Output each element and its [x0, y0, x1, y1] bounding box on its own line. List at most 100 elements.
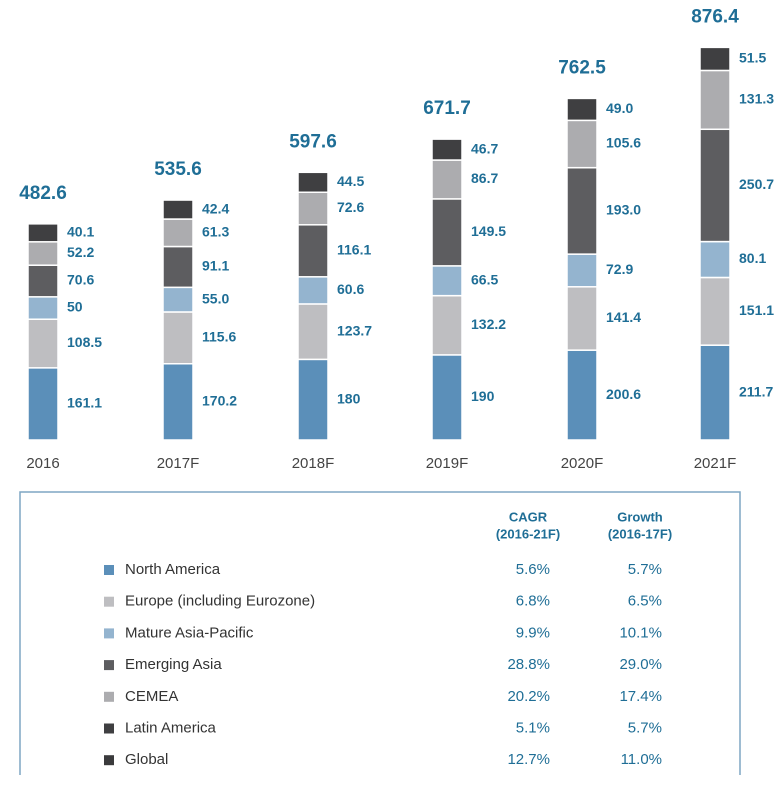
legend-label: Europe (including Eurozone) [125, 593, 315, 610]
data-label: 115.6 [202, 329, 236, 345]
data-label: 46.7 [471, 140, 498, 156]
table-cell: 28.8% [507, 656, 550, 673]
data-label: 131.3 [739, 91, 774, 107]
table-cell: 10.1% [619, 624, 662, 641]
data-label: 66.5 [471, 271, 498, 287]
legend-label: Global [125, 751, 168, 768]
bar-segment [27, 241, 59, 266]
data-label: 250.7 [739, 176, 774, 192]
bar-segment [699, 240, 731, 279]
x-tick-label: 2018F [292, 455, 335, 472]
legend-label: Emerging Asia [125, 656, 222, 673]
data-label: 80.1 [739, 250, 766, 266]
bar-segment [431, 159, 463, 200]
bar-segment [699, 344, 731, 441]
x-tick-label: 2016 [26, 455, 59, 472]
bar-segment [431, 265, 463, 297]
bar-segment [566, 166, 598, 255]
table-cell: 5.6% [516, 561, 550, 578]
data-label: 123.7 [337, 322, 372, 338]
x-tick-label: 2017F [157, 455, 200, 472]
bar-segment [297, 171, 329, 194]
x-tick-label: 2021F [694, 455, 737, 472]
column-header: Growth [617, 509, 663, 524]
data-label: 49.0 [606, 100, 633, 116]
legend-swatch [104, 660, 114, 671]
column-header: CAGR [509, 509, 548, 524]
data-label: 190 [471, 388, 495, 404]
bar-segment [699, 128, 731, 243]
data-label: 44.5 [337, 173, 364, 189]
data-label: 193.0 [606, 202, 641, 218]
table-cell: 11.0% [621, 751, 662, 768]
bar-segment [27, 264, 59, 298]
x-tick-label: 2020F [561, 455, 604, 472]
table-frame [19, 491, 741, 775]
data-label: 40.1 [67, 224, 94, 240]
bar-segment [297, 303, 329, 361]
table-cell: 12.7% [507, 751, 550, 768]
total-label: 535.6 [154, 159, 202, 180]
bar-segment [162, 286, 194, 313]
bar-segment [431, 294, 463, 356]
bar-segment [162, 311, 194, 365]
total-label: 597.6 [289, 131, 337, 152]
table-cell: 6.5% [628, 593, 662, 610]
table-cell: 5.7% [628, 561, 662, 578]
data-label: 72.6 [337, 199, 364, 215]
legend-swatch [104, 628, 114, 639]
bar-segment [566, 253, 598, 288]
data-label: 72.9 [606, 261, 633, 277]
data-label: 132.2 [471, 316, 506, 332]
data-label: 86.7 [471, 170, 498, 186]
bar-segment [297, 191, 329, 226]
data-label: 70.6 [67, 272, 94, 288]
bar-segment [297, 224, 329, 278]
data-label: 108.5 [67, 334, 102, 350]
data-label: 51.5 [739, 50, 766, 66]
bar-segment [431, 138, 463, 161]
legend-swatch [104, 723, 114, 734]
bar-segment [699, 69, 731, 131]
legend-label: CEMEA [125, 688, 178, 705]
table-cell: 5.7% [628, 719, 662, 736]
bar-segment [566, 286, 598, 351]
bar-segment [566, 119, 598, 169]
data-label: 42.4 [202, 200, 229, 216]
legend-swatch [104, 755, 114, 766]
legend-label: North America [125, 561, 221, 578]
data-label: 149.5 [471, 223, 506, 239]
x-tick-label: 2019F [426, 455, 469, 472]
data-label: 61.3 [202, 223, 229, 239]
data-label: 55.0 [202, 290, 229, 306]
bar-segment [566, 349, 598, 441]
bar-segment [162, 245, 194, 289]
data-label: 161.1 [67, 395, 102, 411]
bar-segment [27, 367, 59, 441]
table-cell: 6.8% [516, 593, 550, 610]
bar-segment [431, 354, 463, 441]
bar-segment [162, 218, 194, 248]
bar-segment [297, 276, 329, 305]
legend-swatch [104, 565, 114, 575]
column-header: (2016-21F) [496, 526, 560, 541]
bar-segment [162, 199, 194, 220]
bar-segment [699, 276, 731, 346]
bar-segment [162, 363, 194, 441]
bar-segment [27, 223, 59, 243]
column-header: (2016-17F) [608, 526, 672, 541]
bar-segment [27, 296, 59, 320]
total-label: 482.6 [19, 183, 67, 204]
data-label: 105.6 [606, 135, 641, 151]
data-label: 170.2 [202, 393, 237, 409]
legend-label: Latin America [125, 719, 217, 736]
table-cell: 20.2% [507, 688, 550, 705]
legend-swatch [104, 596, 114, 607]
data-label: 116.1 [337, 241, 371, 257]
data-label: 200.6 [606, 386, 641, 402]
data-label: 151.1 [739, 302, 774, 318]
data-label: 180 [337, 390, 361, 406]
data-label: 141.4 [606, 309, 641, 325]
data-label: 211.7 [739, 383, 773, 399]
